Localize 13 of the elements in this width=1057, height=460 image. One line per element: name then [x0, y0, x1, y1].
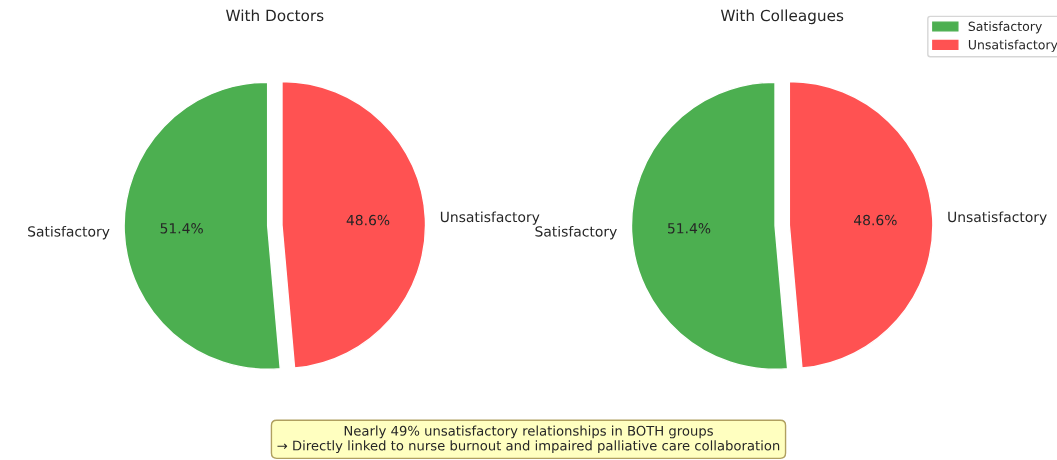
- slice-label: Unsatisfactory: [948, 211, 1047, 225]
- legend-label: Satisfactory: [968, 21, 1042, 34]
- legend-label: Unsatisfactory: [968, 39, 1057, 52]
- text: Nearly 49% unsatisfactory relationships in BOTH groups → Directly linked to nurse burnout and impaired palliative care collaboration: [277, 425, 780, 454]
- data-label: 48.6%: [854, 214, 897, 226]
- data-label: 48.6%: [346, 214, 390, 226]
- data-label: 51.4%: [667, 223, 711, 234]
- data-label: 51.4%: [160, 223, 203, 234]
- chart-title: With Colleagues: [720, 9, 844, 25]
- slice-label: Satisfactory: [28, 225, 110, 240]
- slice-label: Unsatisfactory: [440, 211, 540, 225]
- slice-label: Satisfactory: [535, 225, 617, 240]
- chart-title: With Doctors: [226, 9, 324, 22]
